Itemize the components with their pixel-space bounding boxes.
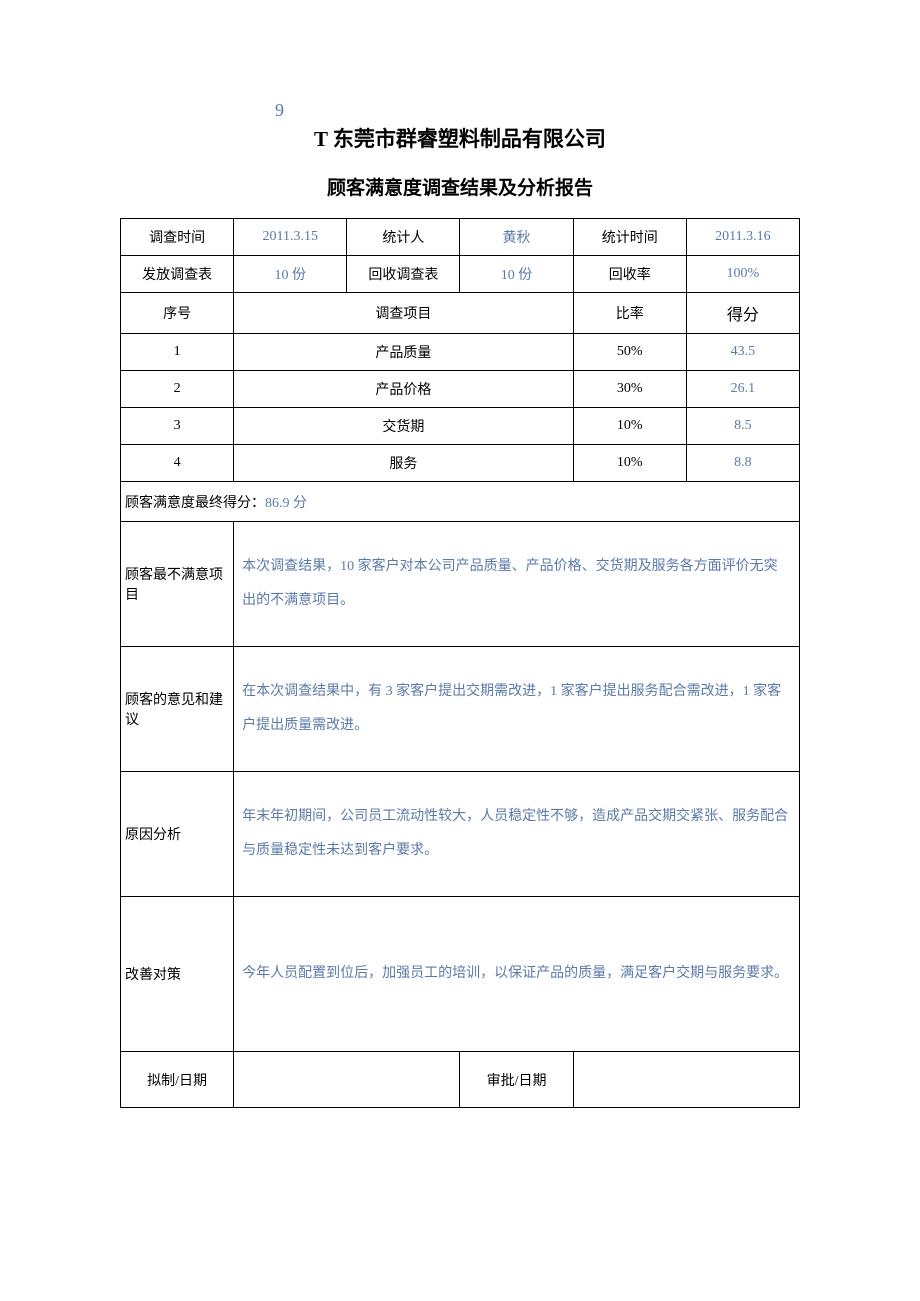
cause-label: 原因分析 xyxy=(121,772,234,897)
col-ratio: 比率 xyxy=(573,293,686,334)
row-item: 产品价格 xyxy=(234,371,573,408)
approved-value xyxy=(573,1052,799,1108)
statistician-value: 黄秋 xyxy=(460,219,573,256)
column-header-row: 序号 调查项目 比率 得分 xyxy=(121,293,800,334)
col-item: 调查项目 xyxy=(234,293,573,334)
final-score-label: 顾客满意度最终得分： xyxy=(125,496,265,511)
stat-time-label: 统计时间 xyxy=(573,219,686,256)
statistician-label: 统计人 xyxy=(347,219,460,256)
final-score-row: 顾客满意度最终得分：86.9 分 xyxy=(121,482,800,522)
distributed-label: 发放调查表 xyxy=(121,256,234,293)
suggestions-label: 顾客的意见和建议 xyxy=(121,647,234,772)
collected-label: 回收调查表 xyxy=(347,256,460,293)
row-no: 2 xyxy=(121,371,234,408)
row-item: 交货期 xyxy=(234,408,573,445)
row-score: 8.5 xyxy=(686,408,799,445)
company-title: T 东莞市群睿塑料制品有限公司 xyxy=(120,123,800,153)
row-no: 3 xyxy=(121,408,234,445)
prepared-label: 拟制/日期 xyxy=(121,1052,234,1108)
survey-time-label: 调查时间 xyxy=(121,219,234,256)
improvement-row: 改善对策 今年人员配置到位后，加强员工的培训，以保证产品的质量，满足客户交期与服… xyxy=(121,897,800,1052)
data-row: 2 产品价格 30% 26.1 xyxy=(121,371,800,408)
row-score: 26.1 xyxy=(686,371,799,408)
recovery-rate-value: 100% xyxy=(686,256,799,293)
prepared-value xyxy=(234,1052,460,1108)
cause-text: 年末年初期间，公司员工流动性较大，人员稳定性不够，造成产品交期交紧张、服务配合与… xyxy=(234,772,800,897)
stat-time-value: 2011.3.16 xyxy=(686,219,799,256)
survey-time-value: 2011.3.15 xyxy=(234,219,347,256)
header-row-2: 发放调查表 10 份 回收调查表 10 份 回收率 100% xyxy=(121,256,800,293)
col-score: 得分 xyxy=(686,293,799,334)
row-no: 4 xyxy=(121,445,234,482)
dissatisfied-text: 本次调查结果，10 家客户对本公司产品质量、产品价格、交货期及服务各方面评价无突… xyxy=(234,522,800,647)
col-serial: 序号 xyxy=(121,293,234,334)
row-ratio: 10% xyxy=(573,408,686,445)
data-row: 4 服务 10% 8.8 xyxy=(121,445,800,482)
improvement-label: 改善对策 xyxy=(121,897,234,1052)
header-row-1: 调查时间 2011.3.15 统计人 黄秋 统计时间 2011.3.16 xyxy=(121,219,800,256)
row-item: 产品质量 xyxy=(234,334,573,371)
final-score-value: 86.9 分 xyxy=(265,496,307,511)
footer-row: 拟制/日期 审批/日期 xyxy=(121,1052,800,1108)
report-table: 调查时间 2011.3.15 统计人 黄秋 统计时间 2011.3.16 发放调… xyxy=(120,218,800,1108)
page-number: 9 xyxy=(275,100,800,121)
approved-label: 审批/日期 xyxy=(460,1052,573,1108)
recovery-rate-label: 回收率 xyxy=(573,256,686,293)
row-score: 43.5 xyxy=(686,334,799,371)
report-title: 顾客满意度调查结果及分析报告 xyxy=(120,173,800,200)
suggestions-text: 在本次调查结果中，有 3 家客户提出交期需改进，1 家客户提出服务配合需改进，1… xyxy=(234,647,800,772)
row-item: 服务 xyxy=(234,445,573,482)
suggestions-row: 顾客的意见和建议 在本次调查结果中，有 3 家客户提出交期需改进，1 家客户提出… xyxy=(121,647,800,772)
collected-value: 10 份 xyxy=(460,256,573,293)
dissatisfied-label: 顾客最不满意项目 xyxy=(121,522,234,647)
improvement-text: 今年人员配置到位后，加强员工的培训，以保证产品的质量，满足客户交期与服务要求。 xyxy=(234,897,800,1052)
cause-row: 原因分析 年末年初期间，公司员工流动性较大，人员稳定性不够，造成产品交期交紧张、… xyxy=(121,772,800,897)
row-ratio: 50% xyxy=(573,334,686,371)
row-ratio: 10% xyxy=(573,445,686,482)
distributed-value: 10 份 xyxy=(234,256,347,293)
data-row: 1 产品质量 50% 43.5 xyxy=(121,334,800,371)
row-ratio: 30% xyxy=(573,371,686,408)
row-no: 1 xyxy=(121,334,234,371)
row-score: 8.8 xyxy=(686,445,799,482)
final-score-cell: 顾客满意度最终得分：86.9 分 xyxy=(121,482,800,522)
dissatisfied-row: 顾客最不满意项目 本次调查结果，10 家客户对本公司产品质量、产品价格、交货期及… xyxy=(121,522,800,647)
data-row: 3 交货期 10% 8.5 xyxy=(121,408,800,445)
